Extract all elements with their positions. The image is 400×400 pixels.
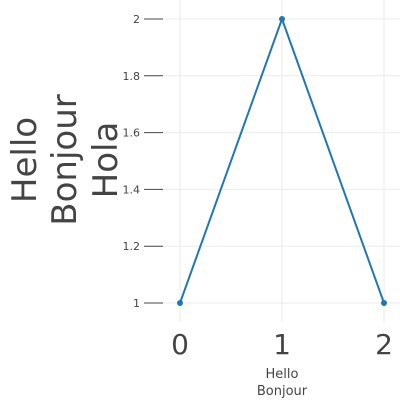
y-axis-title-line: Bonjour [45, 94, 85, 225]
y-tick-label: 1 [133, 297, 140, 310]
x-tick-label: 2 [375, 328, 393, 361]
y-axis-title-line: Hello [5, 117, 45, 203]
y-axis-title-line: Hola [86, 122, 126, 199]
x-axis-title-line: Hello [266, 367, 299, 382]
data-point [381, 300, 387, 306]
x-tick-label: 1 [273, 328, 291, 361]
data-point [177, 300, 183, 306]
y-tick-label: 2 [133, 13, 140, 26]
x-tick-label: 0 [171, 328, 189, 361]
y-tick-label: 1.8 [123, 70, 141, 83]
x-axis-title-line: Bonjour [257, 384, 308, 399]
y-tick-label: 1.4 [123, 183, 141, 196]
y-tick-label: 1.2 [123, 240, 141, 253]
y-tick-label: 1.6 [123, 127, 141, 140]
data-point [279, 16, 285, 22]
